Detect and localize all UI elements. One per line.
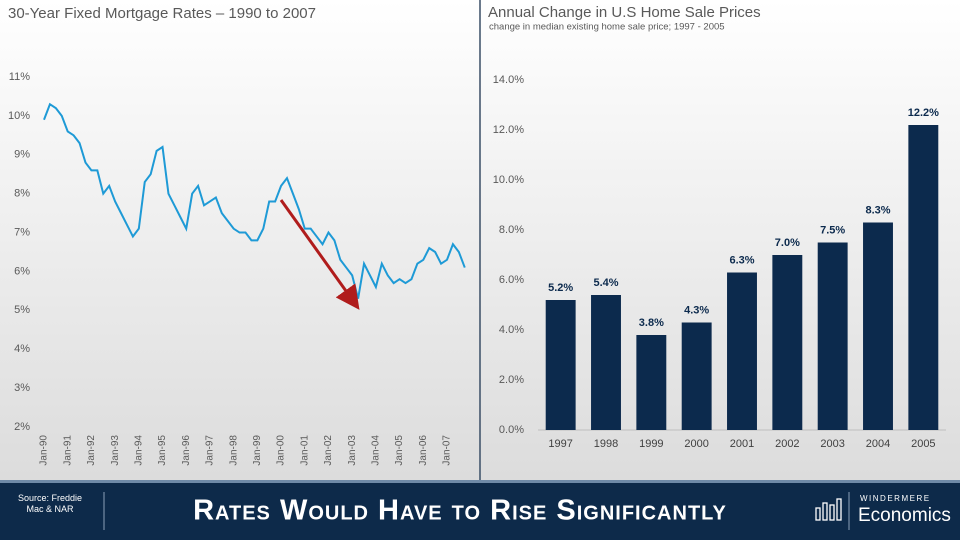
bar (908, 125, 939, 430)
x-tick-label: Jan-91 (62, 435, 73, 466)
x-tick-label: Jan-98 (228, 435, 239, 466)
x-tick-label: Jan-05 (394, 435, 405, 466)
y-tick-label: 0.0% (499, 424, 524, 436)
y-tick-label: 4.0% (499, 324, 524, 336)
data-label: 12.2% (908, 107, 939, 119)
bar (545, 300, 576, 430)
x-tick-label: Jan-03 (347, 435, 358, 466)
x-tick-label: 2005 (911, 438, 935, 450)
brand-sub: Economics (858, 505, 951, 526)
bar (681, 322, 712, 430)
bar (772, 255, 803, 430)
x-tick-label: Jan-01 (299, 435, 310, 466)
x-tick-label: Jan-07 (442, 435, 453, 466)
y-tick-label: 7% (14, 226, 30, 238)
bar (727, 272, 757, 430)
chart-title: Annual Change in U.S Home Sale Prices (488, 4, 761, 21)
logo-icon (815, 498, 842, 521)
chart-subtitle: change in median existing home sale pric… (489, 22, 725, 33)
trend-arrow (279, 199, 360, 310)
brand: WINDERMERE (860, 494, 931, 503)
y-tick-label: 2.0% (499, 374, 524, 386)
x-tick-label: 2001 (730, 438, 754, 450)
data-label: 3.8% (639, 317, 664, 329)
x-tick-label: Jan-96 (181, 435, 192, 466)
x-tick-label: 1997 (548, 438, 572, 450)
x-tick-label: Jan-92 (86, 435, 97, 466)
x-tick-label: Jan-94 (133, 435, 144, 466)
data-label: 6.3% (729, 254, 754, 266)
source-note: Source: Freddie Mac & NAR (18, 493, 82, 514)
y-tick-label: 4% (14, 343, 30, 355)
x-tick-label: Jan-93 (110, 435, 121, 466)
chart-title: 30-Year Fixed Mortgage Rates – 1990 to 2… (8, 5, 316, 22)
x-tick-label: 2000 (684, 438, 708, 450)
data-label: 7.5% (820, 224, 845, 236)
data-label: 5.2% (548, 282, 573, 294)
data-label: 4.3% (684, 304, 709, 316)
y-tick-label: 11% (9, 71, 30, 83)
x-tick-label: Jan-90 (39, 435, 50, 466)
footer-band (0, 480, 960, 540)
y-tick-label: 3% (14, 382, 30, 394)
data-label: 5.4% (593, 277, 618, 289)
y-tick-label: 12.0% (493, 124, 524, 136)
x-tick-label: 1999 (639, 438, 663, 450)
x-tick-label: Jan-97 (205, 435, 216, 466)
x-tick-label: Jan-99 (252, 435, 263, 466)
y-tick-label: 14.0% (493, 74, 524, 86)
x-tick-label: 1998 (594, 438, 618, 450)
y-tick-label: 5% (14, 304, 30, 316)
headline: Rates Would Have to Rise Significantly (193, 495, 727, 527)
y-tick-label: 8% (14, 188, 30, 200)
bar (591, 295, 621, 430)
x-tick-label: 2003 (820, 438, 844, 450)
x-tick-label: Jan-02 (323, 435, 334, 466)
x-tick-label: Jan-00 (276, 435, 287, 466)
data-label: 8.3% (865, 204, 890, 216)
y-tick-label: 8.0% (499, 224, 524, 236)
footer-rule (0, 480, 960, 483)
x-tick-label: Jan-06 (418, 435, 429, 466)
x-tick-label: 2004 (866, 438, 890, 450)
bar (817, 242, 848, 430)
x-tick-label: 2002 (775, 438, 799, 450)
data-label: 7.0% (775, 237, 800, 249)
x-tick-label: Jan-95 (157, 435, 168, 466)
y-tick-label: 10.0% (493, 174, 524, 186)
bar (636, 335, 667, 430)
y-tick-label: 10% (8, 110, 30, 122)
line-series (43, 102, 466, 299)
bar (863, 222, 893, 430)
x-tick-label: Jan-04 (371, 435, 382, 466)
y-tick-label: 2% (14, 421, 30, 433)
y-tick-label: 6.0% (499, 274, 524, 286)
y-tick-label: 9% (14, 149, 30, 161)
y-tick-label: 6% (14, 265, 30, 277)
